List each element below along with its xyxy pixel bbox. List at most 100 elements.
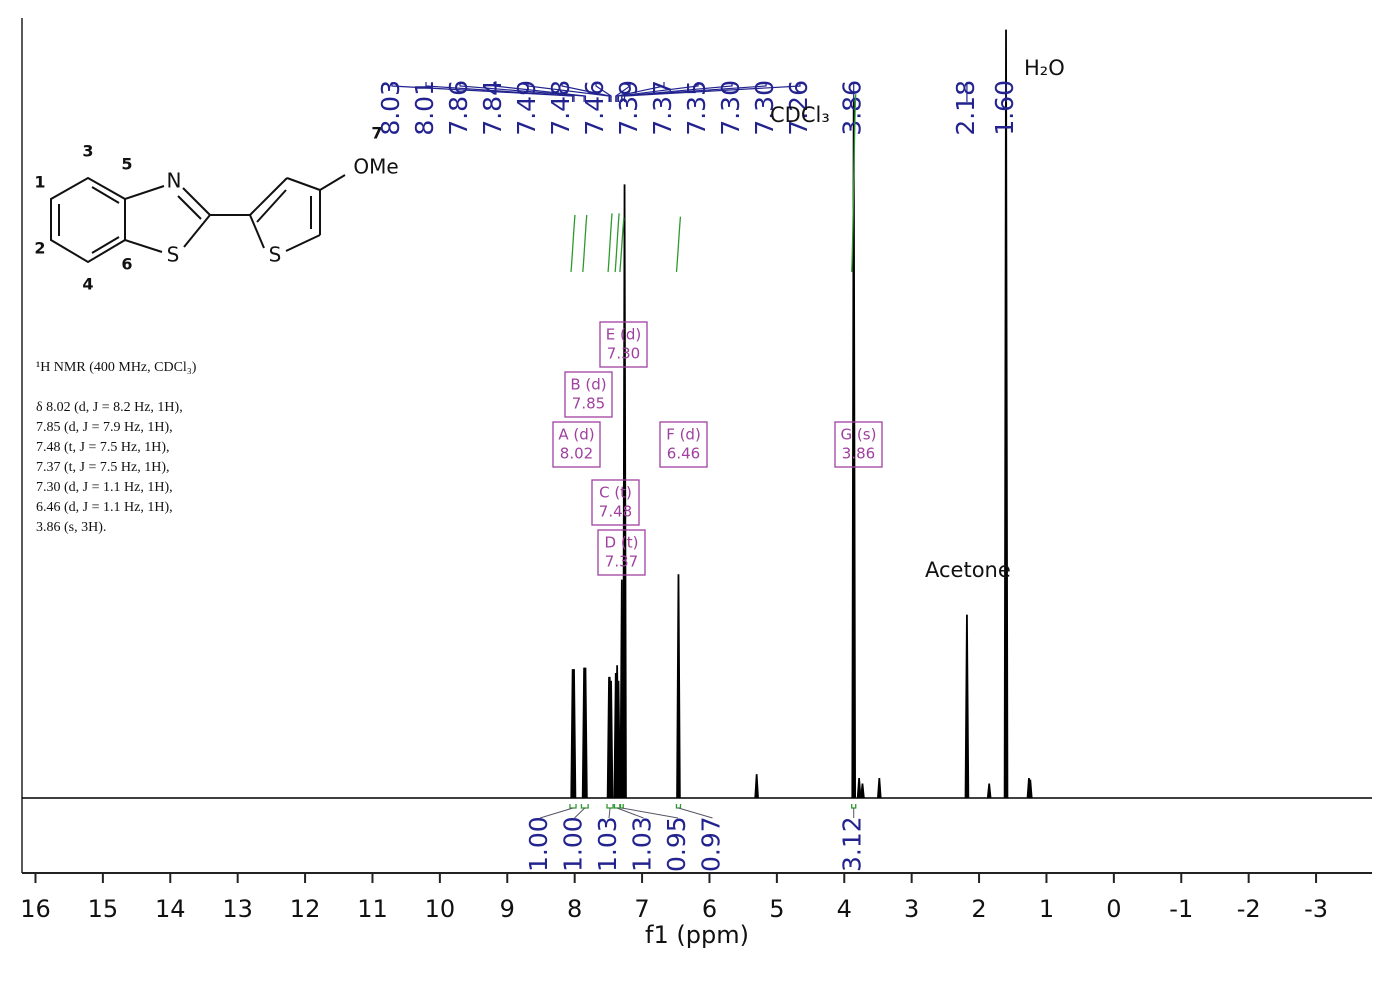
peak bbox=[754, 774, 759, 799]
position-number: 6 bbox=[121, 255, 132, 274]
x-tick-label: 12 bbox=[290, 895, 321, 923]
position-number: 2 bbox=[34, 239, 45, 258]
x-tick-label: 9 bbox=[500, 895, 515, 923]
integral-range bbox=[606, 804, 614, 809]
bond bbox=[249, 214, 265, 249]
bond bbox=[124, 239, 163, 253]
description-line: 7.85 (d, J = 7.9 Hz, 1H), bbox=[36, 420, 173, 435]
x-tick-label: 0 bbox=[1106, 895, 1121, 923]
integral-range bbox=[675, 804, 682, 809]
integral-curve bbox=[614, 213, 620, 273]
description-line: 7.48 (t, J = 7.5 Hz, 1H), bbox=[36, 440, 170, 455]
x-tick-label: 8 bbox=[567, 895, 582, 923]
multiplet-shift: 7.37 bbox=[605, 553, 638, 571]
integral-curve bbox=[675, 216, 682, 273]
multiplet-box bbox=[834, 421, 883, 468]
bond bbox=[286, 177, 321, 191]
description-line: 7.30 (d, J = 1.1 Hz, 1H), bbox=[36, 480, 173, 495]
x-tick-label: 3 bbox=[904, 895, 919, 923]
integral-leader bbox=[678, 807, 713, 819]
double-bond bbox=[91, 186, 120, 204]
x-tick-label: -2 bbox=[1237, 895, 1261, 923]
peak-pick-label: 7.84 bbox=[478, 80, 507, 136]
x-tick-label: 11 bbox=[357, 895, 388, 923]
peak-pick-leader bbox=[617, 82, 699, 102]
peak-pick-leader bbox=[425, 82, 575, 102]
integral-leader bbox=[616, 807, 644, 819]
peak-pick-leader bbox=[616, 82, 665, 102]
integral-label: 0.97 bbox=[697, 816, 726, 872]
peak-pick-label: 7.48 bbox=[546, 80, 575, 136]
integral-range bbox=[619, 804, 624, 809]
peak-pick-label: 3.86 bbox=[838, 80, 867, 136]
multiplet-name: A (d) bbox=[558, 426, 594, 444]
x-tick-label: -3 bbox=[1304, 895, 1328, 923]
atom-label: OMe bbox=[353, 155, 398, 179]
position-numbers: 1 2 3 4 5 6 7 bbox=[34, 124, 382, 294]
multiplet-name: F (d) bbox=[666, 426, 701, 444]
multiplet-shift: 7.85 bbox=[572, 395, 605, 413]
position-number: 7 bbox=[371, 124, 382, 143]
integral-label: 3.12 bbox=[838, 816, 867, 872]
integral-leader bbox=[608, 807, 611, 819]
integral-label: 0.95 bbox=[662, 816, 691, 872]
integral-range bbox=[851, 804, 857, 809]
atom-label: S bbox=[167, 243, 180, 267]
atom-label: S bbox=[269, 243, 282, 267]
peak-pick-label: 7.39 bbox=[614, 80, 643, 136]
peak bbox=[860, 783, 865, 799]
peak bbox=[616, 680, 621, 799]
integral-curve bbox=[619, 217, 625, 273]
position-number: 4 bbox=[82, 275, 93, 294]
peak-pick-label: 8.01 bbox=[410, 80, 439, 136]
peak-pick-leader bbox=[623, 82, 801, 102]
bond bbox=[319, 174, 346, 191]
x-tick-label: 14 bbox=[155, 895, 186, 923]
peak bbox=[622, 184, 627, 799]
multiplet-box bbox=[599, 321, 648, 368]
integral-curve bbox=[570, 214, 576, 273]
description-title: ¹H NMR (400 MHz, CDCl₃) bbox=[36, 360, 197, 375]
x-tick-label: 5 bbox=[769, 895, 784, 923]
multiplet-box bbox=[659, 421, 708, 468]
atom-label: N bbox=[167, 169, 182, 193]
benzene-ring bbox=[50, 176, 126, 264]
multiplet-name: B (d) bbox=[570, 376, 606, 394]
integral-leader bbox=[621, 807, 679, 819]
multiplet-name: C (t) bbox=[599, 484, 632, 502]
multiplet-box bbox=[564, 371, 613, 418]
integral-curve bbox=[851, 94, 857, 273]
peak bbox=[583, 667, 588, 799]
annotation: Acetone bbox=[925, 558, 1011, 582]
description-line: δ 8.02 (d, J = 8.2 Hz, 1H), bbox=[36, 400, 183, 415]
integral-label: 1.03 bbox=[593, 816, 622, 872]
multiplet-shift: 7.30 bbox=[607, 345, 640, 363]
peak-pick-leader bbox=[391, 82, 574, 102]
peak-pick-label: 8.03 bbox=[376, 80, 405, 136]
integral-leader bbox=[574, 807, 586, 819]
integral-label: 1.00 bbox=[524, 816, 553, 872]
bond bbox=[124, 185, 165, 200]
bond bbox=[249, 177, 288, 216]
position-number: 1 bbox=[34, 173, 45, 192]
atom-labels: N S S OMe bbox=[167, 155, 399, 267]
peak bbox=[877, 778, 882, 799]
peak bbox=[964, 614, 970, 799]
description-line: 3.86 (s, 3H). bbox=[36, 520, 106, 535]
double-bond bbox=[177, 195, 202, 220]
multiplet-shift: 3.86 bbox=[842, 445, 875, 463]
integral-curve bbox=[582, 214, 588, 273]
multiplet-box bbox=[591, 479, 640, 526]
peak bbox=[856, 778, 862, 799]
x-tick-label: 4 bbox=[837, 895, 852, 923]
peak bbox=[1027, 779, 1033, 799]
integral-range bbox=[613, 804, 621, 809]
peak-pick-label: 7.30 bbox=[750, 80, 779, 136]
integral-leader bbox=[539, 807, 574, 819]
x-tick-label: 10 bbox=[425, 895, 456, 923]
annotation: H₂O bbox=[1024, 56, 1065, 80]
description-line: 7.37 (t, J = 7.5 Hz, 1H), bbox=[36, 460, 170, 475]
integral-label: 1.03 bbox=[628, 816, 657, 872]
